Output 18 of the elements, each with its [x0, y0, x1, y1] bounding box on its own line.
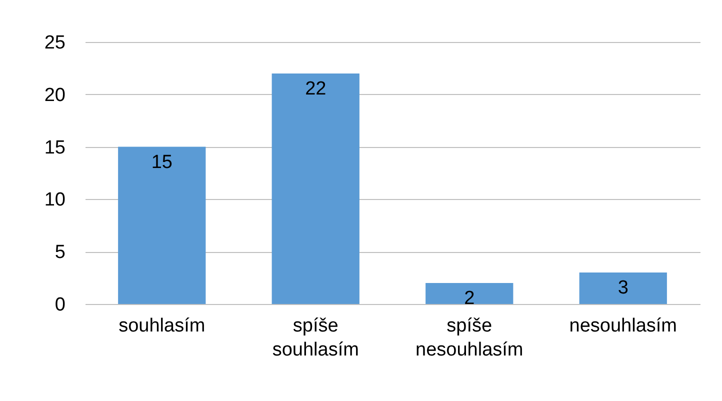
y-tick-label: 20	[44, 84, 66, 106]
data-label: 3	[618, 278, 628, 299]
bar	[579, 272, 667, 304]
bar	[118, 146, 206, 304]
data-label: 22	[305, 78, 326, 100]
y-tick-label: 0	[54, 294, 66, 316]
y-tick-label: 10	[44, 190, 66, 211]
y-tick-label: 15	[44, 137, 66, 158]
y-tick-label: 5	[54, 242, 66, 264]
x-tick-label: spíše souhlasím	[272, 316, 359, 360]
y-tick-label: 25	[44, 32, 66, 54]
data-label: 2	[464, 288, 475, 310]
x-tick-label: souhlasím	[118, 316, 206, 336]
x-tick-label: spíše nesouhlasím	[416, 316, 524, 360]
bar	[426, 283, 514, 304]
x-tick-label: nesouhlasím	[569, 316, 677, 336]
data-label: 15	[151, 152, 172, 173]
bar	[272, 73, 360, 304]
